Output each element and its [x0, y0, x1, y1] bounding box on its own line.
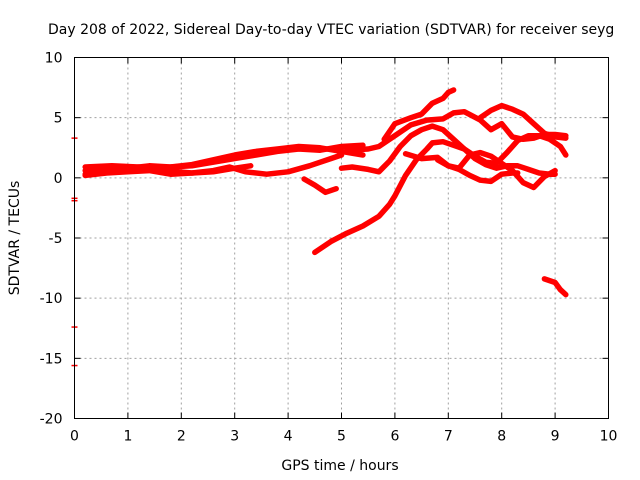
x-tick-label: 1 — [123, 429, 132, 445]
x-tick-label: 3 — [230, 429, 239, 445]
series-arc-6 — [381, 87, 457, 143]
x-tick-label: 0 — [70, 429, 79, 445]
x-tick-label: 9 — [551, 429, 560, 445]
x-tick-label: 6 — [390, 429, 399, 445]
series-arc-13 — [541, 276, 569, 298]
x-tick-label: 10 — [600, 429, 618, 445]
x-tick-label: 7 — [444, 429, 453, 445]
x-tick-label: 2 — [177, 429, 186, 445]
y-tick-label: -20 — [40, 412, 63, 428]
x-tick-label: 5 — [337, 429, 346, 445]
y-axis-ticks: -20 -15 -10 -5 0 5 10 — [40, 51, 609, 428]
y-tick-label: -15 — [40, 351, 63, 367]
series-arc-11 — [477, 102, 569, 141]
x-axis-label: GPS time / hours — [281, 458, 398, 474]
x-axis-ticks: 0 1 2 3 4 5 6 7 8 9 10 — [70, 57, 618, 445]
x-tick-label: 8 — [497, 429, 506, 445]
series-arc-12 — [301, 176, 339, 196]
chart-title: Day 208 of 2022, Sidereal Day-to-day VTE… — [48, 22, 614, 38]
y-tick-label: 0 — [54, 171, 63, 187]
y-axis-label: SDTVAR / TECUs — [7, 181, 23, 296]
y-tick-label: 10 — [45, 51, 63, 67]
y-tick-label: -10 — [40, 291, 63, 307]
series-arc-7 — [312, 138, 558, 256]
series-group — [82, 87, 569, 298]
y-tick-label: -5 — [49, 231, 63, 247]
series-arc-4 — [82, 163, 254, 176]
series-arc-10 — [434, 157, 521, 185]
x-tick-label: 4 — [284, 429, 293, 445]
series-arc-8 — [338, 123, 569, 175]
y-tick-label: 5 — [54, 111, 63, 127]
